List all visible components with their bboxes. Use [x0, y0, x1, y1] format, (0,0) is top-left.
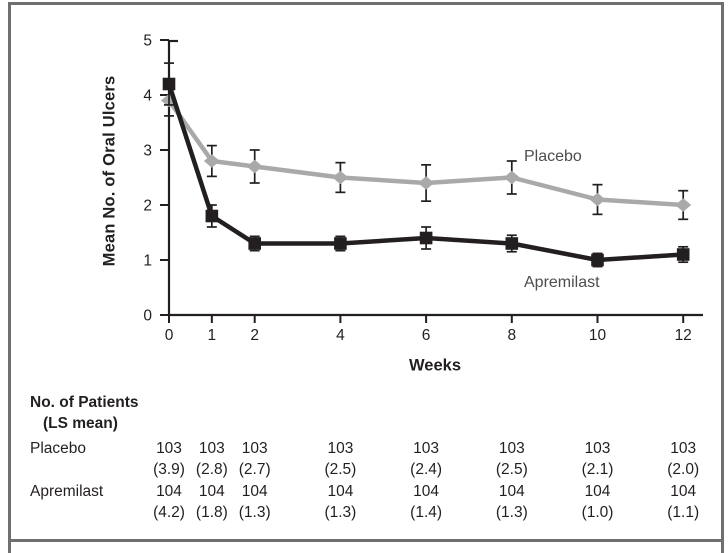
- ls-mean-value: (1.8): [195, 504, 228, 521]
- placebo-marker: [589, 192, 606, 207]
- ls-mean-value: (1.3): [324, 504, 357, 521]
- ls-mean-value: (1.3): [495, 504, 528, 521]
- ls-mean-value: (2.1): [581, 461, 614, 478]
- apremilast-marker: [591, 253, 604, 267]
- y-tick-label: 0: [143, 308, 152, 325]
- x-axis-title: Weeks: [409, 356, 461, 375]
- apremilast-marker: [205, 209, 219, 223]
- placebo-series-label: Placebo: [524, 148, 582, 165]
- apremilast-marker: [676, 248, 690, 261]
- y-tick-label: 3: [143, 143, 152, 160]
- ls-mean-value: (2.8): [195, 461, 228, 478]
- ls-mean-value: (2.7): [238, 461, 271, 478]
- placebo-marker: [203, 154, 220, 168]
- placebo-marker: [418, 176, 435, 190]
- x-tick-label: 6: [422, 327, 431, 344]
- patient-count: 103: [498, 440, 525, 457]
- y-axis-title: Mean No. of Oral Ulcers: [100, 75, 119, 267]
- apremilast-series-label: Apremilast: [524, 274, 600, 291]
- x-tick-label: 0: [165, 327, 174, 344]
- x-tick-label: 2: [250, 327, 259, 344]
- y-tick-label: 4: [143, 88, 152, 105]
- patient-count: 103: [670, 440, 697, 457]
- patient-count: 103: [413, 440, 440, 457]
- patient-count: 104: [584, 483, 611, 500]
- apremilast-line: [166, 81, 686, 263]
- patient-count: 103: [584, 440, 611, 457]
- ls-mean-value: (2.0): [667, 461, 700, 478]
- x-tick-label: 10: [589, 327, 607, 344]
- ls-mean-value: (1.1): [667, 504, 700, 521]
- patient-count: 104: [413, 483, 440, 500]
- patient-count: 104: [241, 483, 268, 500]
- caption-divider-rule: [8, 539, 724, 542]
- ls-mean-value: (4.2): [153, 504, 185, 521]
- placebo-marker: [246, 159, 263, 174]
- y-tick-label: 5: [143, 33, 152, 50]
- placebo-marker: [503, 170, 520, 185]
- patient-count: 103: [327, 440, 354, 457]
- ls-mean-value: (1.3): [238, 504, 271, 521]
- apremilast-marker: [419, 231, 433, 245]
- patient-count: 103: [198, 440, 225, 457]
- patient-count: 104: [498, 483, 525, 500]
- ls-mean-value: (2.4): [410, 461, 443, 478]
- ls-mean-value: (2.5): [495, 461, 528, 478]
- x-tick-label: 1: [208, 327, 217, 344]
- x-tick-label: 8: [507, 327, 516, 344]
- table-header-ls-mean: (LS mean): [43, 415, 118, 432]
- x-tick-label: 12: [675, 327, 692, 344]
- patient-count: 104: [156, 483, 182, 500]
- apremilast-marker: [162, 77, 176, 91]
- table-row-label-apremilast: Apremilast: [30, 483, 104, 500]
- placebo-marker: [675, 198, 692, 212]
- table-row-label-placebo: Placebo: [30, 440, 87, 457]
- ls-mean-value: (1.4): [410, 504, 443, 521]
- patient-count: 104: [198, 483, 225, 500]
- patient-count: 104: [670, 483, 697, 500]
- ls-mean-value: (3.9): [153, 461, 185, 478]
- apremilast-marker: [248, 237, 261, 250]
- y-tick-label: 2: [143, 198, 152, 215]
- x-tick-label: 4: [336, 327, 345, 344]
- table-header-no-of-patients: No. of Patients: [30, 394, 139, 411]
- patient-count: 103: [156, 440, 182, 457]
- apremilast-marker: [334, 237, 347, 250]
- patient-count: 103: [241, 440, 268, 457]
- patient-count: 104: [327, 483, 354, 500]
- ls-mean-value: (2.5): [324, 461, 357, 478]
- apremilast-marker: [505, 237, 519, 250]
- y-tick-label: 1: [143, 253, 152, 270]
- ls-mean-value: (1.0): [581, 504, 614, 521]
- placebo-marker: [332, 170, 349, 185]
- placebo-line: [166, 98, 686, 208]
